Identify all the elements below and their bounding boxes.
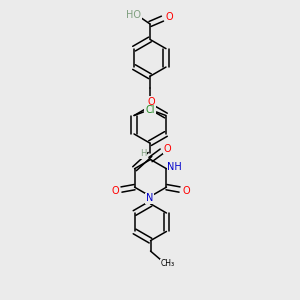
Text: O: O <box>182 186 190 196</box>
Text: Cl: Cl <box>145 105 154 115</box>
Text: Cl: Cl <box>146 105 155 115</box>
Text: O: O <box>111 186 119 196</box>
Text: O: O <box>147 97 155 107</box>
Text: CH₃: CH₃ <box>161 259 175 268</box>
Text: HO: HO <box>127 10 142 20</box>
Text: O: O <box>164 144 172 154</box>
Text: NH: NH <box>167 162 182 172</box>
Text: N: N <box>146 193 153 203</box>
Text: O: O <box>165 12 173 22</box>
Text: H: H <box>140 149 147 158</box>
